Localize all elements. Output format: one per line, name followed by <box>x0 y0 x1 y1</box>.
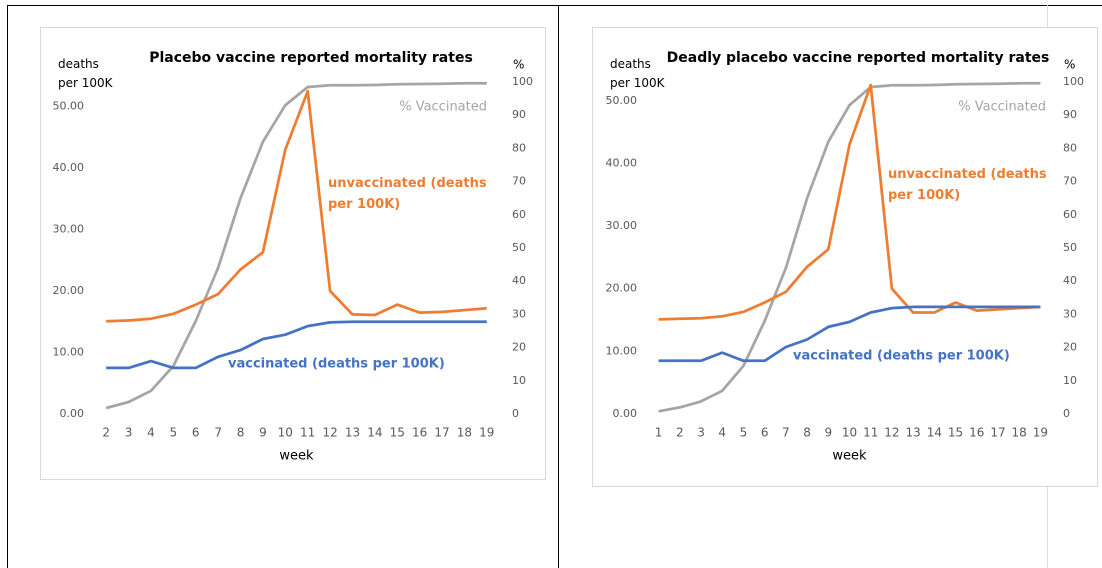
series-label-box: unvaccinated (deaths per 100K) <box>328 176 487 212</box>
x-tick-label: 9 <box>824 426 832 440</box>
x-tick-label: 19 <box>479 426 494 440</box>
y2-tick-label: 80 <box>1063 141 1077 154</box>
y2-tick-label: 90 <box>512 108 526 121</box>
y2-tick-label: 100 <box>1063 75 1084 88</box>
x-tick-label: 2 <box>676 426 684 440</box>
y-tick-label: 30.00 <box>53 223 85 236</box>
x-tick-label: 11 <box>300 426 315 440</box>
y2-tick-label: 10 <box>512 374 526 387</box>
y-axis-label: deaths per 100K <box>610 57 665 90</box>
x-tick-label: 1 <box>655 426 663 440</box>
y-tick-label: 20.00 <box>53 284 85 297</box>
series-label: unvaccinated (deaths per 100K) <box>328 176 487 212</box>
x-tick-label: 13 <box>345 426 360 440</box>
x-tick-label: 17 <box>990 426 1005 440</box>
x-tick-label: 17 <box>434 426 449 440</box>
x-tick-label: 9 <box>259 426 267 440</box>
series-line <box>106 89 487 323</box>
y2-tick-label: 70 <box>1063 175 1077 188</box>
y-tick-label: 40.00 <box>606 156 638 169</box>
y-tick-label: 20.00 <box>606 282 638 295</box>
y2-tick-label: 40 <box>1063 274 1077 287</box>
x-tick-label: 16 <box>969 426 984 440</box>
y2-tick-label: 20 <box>1063 341 1077 354</box>
x-tick-label: 4 <box>147 426 155 440</box>
x-tick-label: 15 <box>948 426 963 440</box>
y2-tick-label: 0 <box>1063 407 1070 420</box>
x-tick-label: 2 <box>102 426 110 440</box>
series-label: % Vaccinated <box>399 100 487 115</box>
chart-title: Placebo vaccine reported mortality rates <box>149 50 473 66</box>
y-axis-label: deaths per 100K <box>58 57 113 90</box>
y-axis-label-box: deaths per 100K <box>58 57 113 90</box>
x-tick-label: 5 <box>170 426 178 440</box>
x-tick-label: 11 <box>863 426 878 440</box>
x-tick-label: 6 <box>192 426 200 440</box>
x-tick-label: 7 <box>782 426 790 440</box>
x-axis-label: week <box>832 449 867 464</box>
y2-axis-label: % <box>513 58 524 72</box>
y-tick-label: 50.00 <box>606 94 638 107</box>
x-tick-label: 15 <box>390 426 405 440</box>
y2-tick-label: 60 <box>512 208 526 221</box>
series-line <box>658 83 1041 321</box>
x-axis-label: week <box>279 449 314 464</box>
series-label: vaccinated (deaths per 100K) <box>228 357 445 372</box>
x-tick-label: 7 <box>214 426 222 440</box>
x-tick-label: 12 <box>884 426 899 440</box>
series-line <box>106 320 487 370</box>
y2-tick-label: 50 <box>1063 241 1077 254</box>
series-line <box>105 81 487 410</box>
y-tick-label: 30.00 <box>606 219 638 232</box>
x-tick-label: 19 <box>1033 426 1048 440</box>
x-tick-label: 3 <box>125 426 133 440</box>
series-label: vaccinated (deaths per 100K) <box>793 349 1010 364</box>
y2-tick-label: 0 <box>512 407 519 420</box>
y-tick-label: 10.00 <box>53 346 85 359</box>
chart-frame <box>592 27 1098 487</box>
x-tick-label: 18 <box>457 426 472 440</box>
x-tick-label: 8 <box>237 426 245 440</box>
chart-title: Deadly placebo vaccine reported mortalit… <box>667 50 1050 66</box>
y-tick-label: 0.00 <box>613 407 638 420</box>
x-tick-label: 14 <box>927 426 942 440</box>
y2-tick-label: 50 <box>512 241 526 254</box>
y-tick-label: 0.00 <box>60 407 85 420</box>
x-tick-label: 6 <box>761 426 769 440</box>
x-tick-label: 14 <box>367 426 382 440</box>
y2-tick-label: 80 <box>512 141 526 154</box>
y-axis-label-box: deaths per 100K <box>610 57 665 90</box>
y-tick-label: 40.00 <box>53 161 85 174</box>
y-tick-label: 50.00 <box>53 100 85 113</box>
series-label-box: unvaccinated (deaths per 100K) <box>888 167 1047 203</box>
y2-tick-label: 100 <box>512 75 533 88</box>
y2-tick-label: 10 <box>1063 374 1077 387</box>
series-label: unvaccinated (deaths per 100K) <box>888 167 1047 203</box>
y2-tick-label: 30 <box>1063 307 1077 320</box>
x-tick-label: 16 <box>412 426 427 440</box>
x-tick-label: 4 <box>718 426 726 440</box>
y-tick-label: 10.00 <box>606 344 638 357</box>
x-tick-label: 10 <box>842 426 857 440</box>
y2-tick-label: 60 <box>1063 208 1077 221</box>
x-tick-label: 8 <box>803 426 811 440</box>
x-tick-label: 10 <box>278 426 293 440</box>
series-label: % Vaccinated <box>958 100 1046 115</box>
x-tick-label: 5 <box>740 426 748 440</box>
y2-tick-label: 90 <box>1063 108 1077 121</box>
x-tick-label: 18 <box>1012 426 1027 440</box>
y2-tick-label: 70 <box>512 175 526 188</box>
y2-tick-label: 30 <box>512 307 526 320</box>
y2-axis-label: % <box>1064 58 1075 72</box>
x-tick-label: 12 <box>322 426 337 440</box>
y2-tick-label: 20 <box>512 341 526 354</box>
x-tick-label: 3 <box>697 426 705 440</box>
series-line <box>658 81 1041 413</box>
y2-tick-label: 40 <box>512 274 526 287</box>
x-tick-label: 13 <box>905 426 920 440</box>
series-line <box>658 305 1041 363</box>
